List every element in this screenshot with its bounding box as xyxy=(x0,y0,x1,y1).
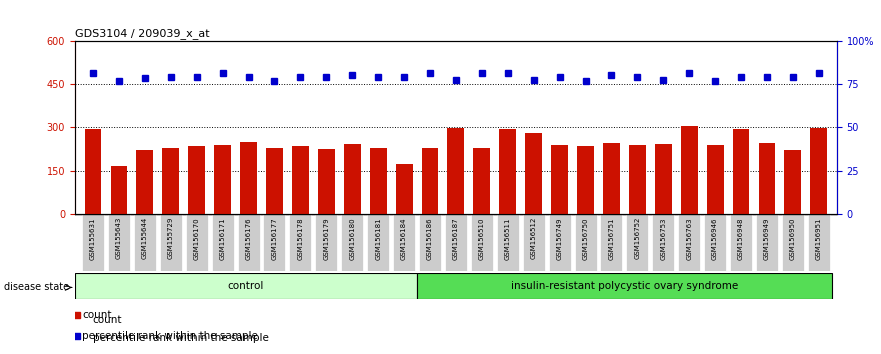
Bar xyxy=(85,129,101,214)
Bar xyxy=(552,145,568,214)
FancyBboxPatch shape xyxy=(186,214,208,271)
Bar xyxy=(137,150,153,214)
Text: GSM156171: GSM156171 xyxy=(219,217,226,259)
FancyBboxPatch shape xyxy=(393,214,415,271)
Text: GSM156948: GSM156948 xyxy=(738,217,744,259)
Bar xyxy=(473,148,490,214)
Text: GSM156510: GSM156510 xyxy=(479,217,485,259)
FancyBboxPatch shape xyxy=(159,214,181,271)
Text: GSM156763: GSM156763 xyxy=(686,217,692,259)
Text: GSM156177: GSM156177 xyxy=(271,217,278,259)
Bar xyxy=(422,148,439,214)
Text: GSM155729: GSM155729 xyxy=(167,217,174,259)
FancyBboxPatch shape xyxy=(445,214,467,271)
FancyBboxPatch shape xyxy=(75,273,417,299)
FancyBboxPatch shape xyxy=(574,214,596,271)
Text: GSM156749: GSM156749 xyxy=(557,217,563,259)
Bar xyxy=(784,150,802,214)
Text: GSM156750: GSM156750 xyxy=(582,217,589,259)
Bar xyxy=(681,126,698,214)
Bar xyxy=(162,148,179,214)
Text: GSM156186: GSM156186 xyxy=(427,217,433,259)
FancyBboxPatch shape xyxy=(263,214,285,271)
FancyBboxPatch shape xyxy=(781,214,803,271)
Text: GSM155643: GSM155643 xyxy=(116,217,122,259)
Bar xyxy=(655,144,671,214)
Text: GSM156951: GSM156951 xyxy=(816,217,822,259)
Bar xyxy=(707,145,723,214)
Text: control: control xyxy=(228,281,264,291)
Bar xyxy=(214,145,231,214)
Text: count: count xyxy=(93,315,122,325)
Bar xyxy=(266,148,283,214)
Text: GSM156179: GSM156179 xyxy=(323,217,329,259)
Text: GSM156950: GSM156950 xyxy=(790,217,796,259)
Text: GSM156946: GSM156946 xyxy=(712,217,718,259)
Text: GSM156184: GSM156184 xyxy=(401,217,407,259)
Bar xyxy=(811,128,827,214)
Bar xyxy=(629,145,646,214)
Text: GSM156752: GSM156752 xyxy=(634,217,640,259)
FancyBboxPatch shape xyxy=(522,214,544,271)
FancyBboxPatch shape xyxy=(419,214,441,271)
FancyBboxPatch shape xyxy=(367,214,389,271)
FancyBboxPatch shape xyxy=(134,214,156,271)
Text: percentile rank within the sample: percentile rank within the sample xyxy=(93,333,269,343)
Bar xyxy=(603,143,620,214)
Text: count: count xyxy=(82,310,111,320)
FancyBboxPatch shape xyxy=(730,214,752,271)
Text: GSM156751: GSM156751 xyxy=(609,217,614,259)
FancyBboxPatch shape xyxy=(108,214,130,271)
FancyBboxPatch shape xyxy=(315,214,337,271)
Bar xyxy=(577,146,594,214)
FancyBboxPatch shape xyxy=(417,273,832,299)
Text: GSM156170: GSM156170 xyxy=(194,217,200,259)
Bar xyxy=(344,144,360,214)
Bar xyxy=(292,146,309,214)
Bar xyxy=(318,149,335,214)
FancyBboxPatch shape xyxy=(470,214,492,271)
Bar xyxy=(396,165,412,214)
Bar xyxy=(241,142,257,214)
Bar xyxy=(500,129,516,214)
FancyBboxPatch shape xyxy=(678,214,700,271)
Text: GSM156949: GSM156949 xyxy=(764,217,770,259)
FancyBboxPatch shape xyxy=(238,214,260,271)
FancyBboxPatch shape xyxy=(756,214,778,271)
Text: insulin-resistant polycystic ovary syndrome: insulin-resistant polycystic ovary syndr… xyxy=(511,281,738,291)
Text: disease state: disease state xyxy=(4,282,70,292)
Text: GSM156512: GSM156512 xyxy=(530,217,537,259)
Bar xyxy=(189,145,205,214)
Text: GSM156180: GSM156180 xyxy=(349,217,355,259)
Bar xyxy=(759,143,775,214)
Bar xyxy=(525,133,542,214)
Bar xyxy=(110,166,128,214)
Text: GSM156178: GSM156178 xyxy=(298,217,303,259)
Text: GSM156753: GSM156753 xyxy=(660,217,666,259)
Text: GSM156187: GSM156187 xyxy=(453,217,459,259)
Text: GDS3104 / 209039_x_at: GDS3104 / 209039_x_at xyxy=(75,29,210,39)
Bar xyxy=(733,129,750,214)
Bar xyxy=(448,128,464,214)
FancyBboxPatch shape xyxy=(704,214,726,271)
FancyBboxPatch shape xyxy=(497,214,519,271)
Text: GSM156176: GSM156176 xyxy=(246,217,252,259)
Text: GSM156181: GSM156181 xyxy=(375,217,381,259)
FancyBboxPatch shape xyxy=(808,214,830,271)
Text: GSM156511: GSM156511 xyxy=(505,217,511,259)
Text: GSM155631: GSM155631 xyxy=(90,217,96,259)
Text: GSM155644: GSM155644 xyxy=(142,217,148,259)
FancyBboxPatch shape xyxy=(289,214,311,271)
Bar xyxy=(370,148,387,214)
FancyBboxPatch shape xyxy=(601,214,623,271)
FancyBboxPatch shape xyxy=(549,214,571,271)
FancyBboxPatch shape xyxy=(626,214,648,271)
FancyBboxPatch shape xyxy=(82,214,104,271)
FancyBboxPatch shape xyxy=(341,214,363,271)
FancyBboxPatch shape xyxy=(652,214,674,271)
Text: percentile rank within the sample: percentile rank within the sample xyxy=(82,331,258,341)
FancyBboxPatch shape xyxy=(211,214,233,271)
